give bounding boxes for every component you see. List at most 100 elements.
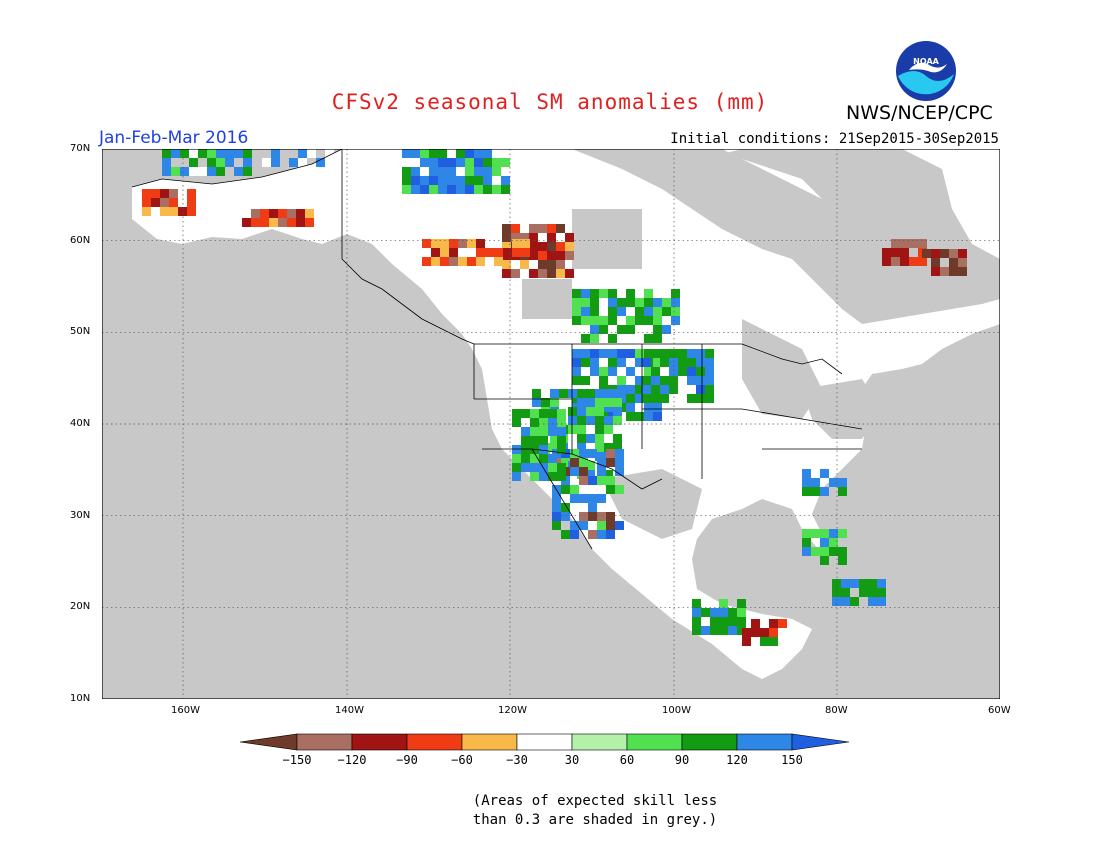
- anomaly-cell: [278, 218, 287, 227]
- anomaly-cell: [431, 257, 440, 266]
- anomaly-cell: [557, 472, 566, 481]
- anomaly-cell: [556, 260, 565, 269]
- anomaly-cell: [572, 394, 581, 403]
- colorbar-segment: [681, 733, 738, 751]
- anomaly-cell: [547, 224, 556, 233]
- anomaly-cell: [613, 389, 622, 398]
- anomaly-cell: [644, 307, 653, 316]
- anomaly-cell: [577, 389, 586, 398]
- anomaly-cell: [586, 434, 595, 443]
- anomaly-cell: [586, 407, 595, 416]
- anomaly-cell: [626, 403, 635, 412]
- anomaly-cell: [474, 149, 483, 158]
- anomaly-cell: [169, 207, 178, 216]
- anomaly-cell: [572, 316, 581, 325]
- anomaly-cell: [530, 409, 539, 418]
- anomaly-cell: [577, 425, 586, 434]
- anomaly-cell: [653, 298, 662, 307]
- anomaly-cell: [877, 588, 886, 597]
- anomaly-cell: [949, 249, 958, 258]
- anomaly-cell: [613, 434, 622, 443]
- anomaly-cell: [492, 167, 501, 176]
- anomaly-cell: [243, 158, 252, 167]
- anomaly-cell: [802, 469, 811, 478]
- anomaly-cell: [570, 494, 579, 503]
- anomaly-cell: [579, 494, 588, 503]
- anomaly-cell: [296, 209, 305, 218]
- anomaly-cell: [189, 167, 198, 176]
- anomaly-cell: [595, 407, 604, 416]
- anomaly-cell: [561, 512, 570, 521]
- anomaly-cell: [604, 470, 613, 479]
- anomaly-cell: [556, 251, 565, 260]
- anomaly-cell: [742, 637, 751, 646]
- anomaly-cell: [572, 358, 581, 367]
- anomaly-cell: [940, 249, 949, 258]
- anomaly-cell: [595, 452, 604, 461]
- anomaly-cell: [438, 167, 447, 176]
- anomaly-cell: [608, 298, 617, 307]
- anomaly-cell: [608, 334, 617, 343]
- anomaly-cell: [590, 358, 599, 367]
- anomaly-cell: [547, 260, 556, 269]
- anomaly-cell: [597, 476, 606, 485]
- anomaly-cell: [512, 454, 521, 463]
- anomaly-cell: [778, 619, 787, 628]
- anomaly-cell: [653, 412, 662, 421]
- anomaly-cell: [692, 617, 701, 626]
- anomaly-cell: [696, 358, 705, 367]
- anomaly-cell: [579, 458, 588, 467]
- anomaly-cell: [171, 149, 180, 158]
- anomaly-cell: [597, 458, 606, 467]
- anomaly-cell: [269, 218, 278, 227]
- anomaly-cell: [447, 185, 456, 194]
- anomaly-cell: [931, 249, 940, 258]
- anomaly-cell: [635, 394, 644, 403]
- anomaly-cell: [615, 458, 624, 467]
- anomaly-cell: [581, 298, 590, 307]
- anomaly-cell: [882, 257, 891, 266]
- anomaly-cell: [802, 529, 811, 538]
- anomaly-cell: [568, 416, 577, 425]
- anomaly-cell: [298, 149, 307, 158]
- anomaly-cell: [169, 189, 178, 198]
- anomaly-cell: [512, 409, 521, 418]
- anomaly-cell: [296, 218, 305, 227]
- anomaly-cell: [402, 149, 411, 158]
- anomaly-cell: [234, 167, 243, 176]
- anomaly-cell: [829, 547, 838, 556]
- anomaly-cell: [613, 407, 622, 416]
- anomaly-cell: [599, 316, 608, 325]
- anomaly-cell: [465, 158, 474, 167]
- anomaly-cell: [660, 358, 669, 367]
- colorbar-label: 150: [781, 753, 803, 767]
- anomaly-cell: [556, 242, 565, 251]
- anomaly-cell: [811, 529, 820, 538]
- anomaly-cell: [465, 167, 474, 176]
- anomaly-cell: [692, 608, 701, 617]
- anomaly-cell: [615, 485, 624, 494]
- anomaly-cell: [608, 367, 617, 376]
- anomaly-cell: [653, 307, 662, 316]
- anomaly-cell: [465, 176, 474, 185]
- anomaly-cell: [604, 398, 613, 407]
- anomaly-cell: [644, 298, 653, 307]
- anomaly-cell: [160, 198, 169, 207]
- anomaly-cell: [651, 367, 660, 376]
- anomaly-cell: [547, 242, 556, 251]
- anomaly-cell: [572, 298, 581, 307]
- anomaly-cell: [671, 316, 680, 325]
- anomaly-cell: [305, 218, 314, 227]
- anomaly-cell: [608, 349, 617, 358]
- anomaly-cell: [198, 149, 207, 158]
- anomaly-cell: [559, 389, 568, 398]
- colorbar-label: −60: [451, 753, 473, 767]
- anomaly-cell: [662, 307, 671, 316]
- anomaly-cell: [802, 487, 811, 496]
- anomaly-cell: [588, 503, 597, 512]
- forecast-period: Jan-Feb-Mar 2016: [99, 128, 249, 148]
- anomaly-cell: [613, 398, 622, 407]
- anomaly-cell: [180, 167, 189, 176]
- anomaly-cell: [769, 628, 778, 637]
- anomaly-cell: [669, 349, 678, 358]
